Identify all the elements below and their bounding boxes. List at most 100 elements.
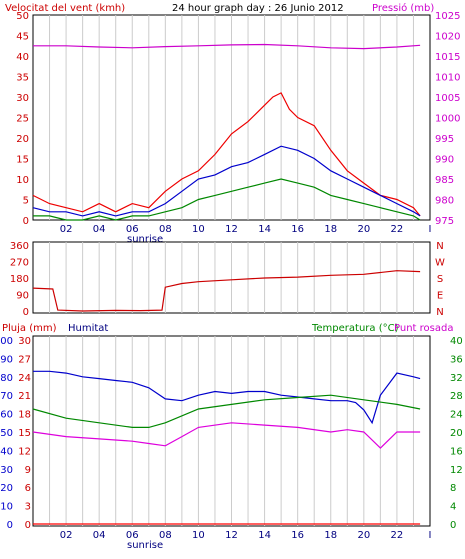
chart-title: 24 hour graph day : 26 Junio 2012 bbox=[172, 3, 344, 14]
humidity-tick-10: 100 bbox=[0, 336, 13, 347]
temperature-tick-9: 36 bbox=[450, 354, 463, 365]
rain-humidity-temp-hour-label-9: 20 bbox=[357, 530, 370, 541]
temperature-tick-1: 4 bbox=[450, 502, 456, 513]
rain-humidity-temp-hour-label-11: I bbox=[429, 530, 432, 541]
compass-label-2: S bbox=[437, 274, 443, 285]
rain-tick-3: 9 bbox=[25, 465, 31, 476]
rain-tick-1: 3 bbox=[25, 502, 31, 513]
pressure-tick-10: 1025 bbox=[435, 11, 460, 22]
humidity-tick-5: 50 bbox=[0, 428, 13, 439]
rain-tick-9: 27 bbox=[18, 354, 31, 365]
rain-tick-5: 15 bbox=[18, 428, 31, 439]
wind-speed-tick-0: 0 bbox=[23, 216, 29, 227]
rain-tick-2: 6 bbox=[25, 483, 31, 494]
humidity-tick-6: 60 bbox=[0, 410, 13, 421]
wind-pressure-hour-label-9: 20 bbox=[357, 224, 370, 235]
wind-speed-tick-9: 45 bbox=[16, 32, 29, 43]
rain-tick-0: 0 bbox=[25, 520, 31, 531]
temperature-tick-3: 12 bbox=[450, 465, 463, 476]
rain-humidity-temp-hour-label-2: 06 bbox=[126, 530, 139, 541]
pressure-axis-label: Pressió (mb) bbox=[372, 2, 434, 14]
rain-humidity-temp-hour-label-3: 08 bbox=[159, 530, 172, 541]
wind-pressure-hour-label-10: 22 bbox=[391, 224, 404, 235]
temperature-tick-5: 20 bbox=[450, 428, 463, 439]
rain-tick-4: 12 bbox=[18, 446, 31, 457]
wind-pressure-hour-labels: 02 04 06 08 10 12 14 16 18 20 22 I bbox=[60, 224, 432, 235]
humidity-tick-0: 0 bbox=[7, 520, 13, 531]
wind-speed-axis-label: Velocitat del vent (kmh) bbox=[5, 3, 125, 14]
temperature-tick-labels: 0 4 8 12 16 20 24 28 32 36 40 bbox=[450, 336, 463, 531]
rain-humidity-temp-hour-labels: 02 04 06 08 10 12 14 16 18 20 22 I bbox=[60, 530, 432, 541]
wind-pressure-hour-label-11: I bbox=[429, 224, 432, 235]
pressure-tick-4: 995 bbox=[435, 134, 454, 145]
pressure-tick-8: 1015 bbox=[435, 52, 460, 63]
temperature-tick-2: 8 bbox=[450, 483, 456, 494]
wind-pressure-series-line-3 bbox=[33, 178, 421, 221]
wind-pressure-hour-label-8: 18 bbox=[324, 224, 337, 235]
temperature-tick-10: 40 bbox=[450, 336, 463, 347]
wind-speed-tick-6: 30 bbox=[16, 93, 29, 104]
wind-pressure-hour-label-3: 08 bbox=[159, 224, 172, 235]
pressure-tick-2: 985 bbox=[435, 175, 454, 186]
wind-pressure-hour-label-0: 02 bbox=[60, 224, 73, 235]
humidity-axis-label: Humitat bbox=[68, 323, 108, 334]
wind-speed-tick-2: 10 bbox=[16, 175, 29, 186]
rain-humidity-temp-hour-label-8: 18 bbox=[324, 530, 337, 541]
rain-tick-8: 24 bbox=[18, 373, 31, 384]
wind-pressure-hour-label-7: 16 bbox=[291, 224, 304, 235]
dewpoint-axis-label: Punt rosada bbox=[394, 323, 453, 334]
wind-direction-tick-1: 90 bbox=[16, 291, 29, 302]
humidity-tick-2: 20 bbox=[0, 483, 13, 494]
pressure-tick-labels: 975 980 985 990 995 1000 1005 1010 1015 1020 1025 bbox=[435, 11, 460, 227]
rain-humidity-temp-hour-label-5: 12 bbox=[225, 530, 238, 541]
humidity-tick-1: 10 bbox=[0, 502, 13, 513]
wind-direction-tick-2: 180 bbox=[10, 274, 29, 285]
wind-direction-tick-4: 360 bbox=[10, 241, 29, 252]
pressure-tick-3: 990 bbox=[435, 155, 454, 166]
wind-direction-tick-labels: 0 90 180 270 360 bbox=[10, 241, 29, 318]
wind-speed-tick-1: 5 bbox=[23, 196, 29, 207]
wind-pressure-hour-label-1: 04 bbox=[93, 224, 106, 235]
rain-tick-labels: 0 3 6 9 12 15 18 21 24 27 30 bbox=[18, 336, 31, 531]
rain-humidity-temp-hour-label-1: 04 bbox=[93, 530, 106, 541]
rain-humidity-temp-series-line-0 bbox=[33, 370, 421, 425]
compass-label-4: N bbox=[436, 307, 443, 318]
wind-pressure-hour-label-5: 12 bbox=[225, 224, 238, 235]
humidity-tick-8: 80 bbox=[0, 373, 13, 384]
wind-pressure-series-line-0 bbox=[33, 43, 421, 50]
humidity-tick-labels: 0 10 20 30 40 50 60 70 80 90 100 bbox=[0, 336, 13, 531]
wind-direction-series-line-0 bbox=[32, 270, 421, 312]
compass-label-1: W bbox=[435, 258, 445, 269]
rain-humidity-temp-series-line-2 bbox=[32, 422, 421, 449]
wind-speed-tick-5: 25 bbox=[16, 114, 29, 125]
rain-humidity-temp-series-line-1 bbox=[32, 394, 421, 428]
rain-humidity-temp-hour-label-7: 16 bbox=[291, 530, 304, 541]
rain-axis-label: Pluja (mm) bbox=[2, 323, 57, 334]
temperature-tick-0: 0 bbox=[450, 520, 456, 531]
temperature-axis-label: Temperatura (°C) bbox=[311, 323, 399, 334]
rain-tick-7: 21 bbox=[18, 391, 31, 402]
compass-label-3: E bbox=[437, 291, 443, 302]
rain-humidity-temp-series bbox=[32, 370, 421, 525]
wind-pressure-series bbox=[32, 43, 421, 221]
wind-pressure-hour-label-4: 10 bbox=[192, 224, 205, 235]
temperature-tick-6: 24 bbox=[450, 410, 463, 421]
rain-tick-6: 18 bbox=[18, 410, 31, 421]
pressure-tick-5: 1000 bbox=[435, 114, 460, 125]
humidity-tick-4: 40 bbox=[0, 446, 13, 457]
pressure-tick-9: 1020 bbox=[435, 32, 460, 43]
wind-pressure-hour-label-2: 06 bbox=[126, 224, 139, 235]
humidity-tick-9: 90 bbox=[0, 354, 13, 365]
pressure-tick-0: 975 bbox=[435, 216, 454, 227]
wind-speed-tick-10: 50 bbox=[16, 11, 29, 22]
humidity-tick-7: 70 bbox=[0, 391, 13, 402]
wind-pressure-series-line-1 bbox=[32, 92, 421, 217]
pressure-tick-7: 1010 bbox=[435, 73, 460, 84]
wind-direction-tick-0: 0 bbox=[23, 307, 29, 318]
wind-direction-series bbox=[32, 270, 421, 312]
rain-humidity-temp-hour-label-4: 10 bbox=[192, 530, 205, 541]
compass-label-0: N bbox=[436, 241, 443, 252]
